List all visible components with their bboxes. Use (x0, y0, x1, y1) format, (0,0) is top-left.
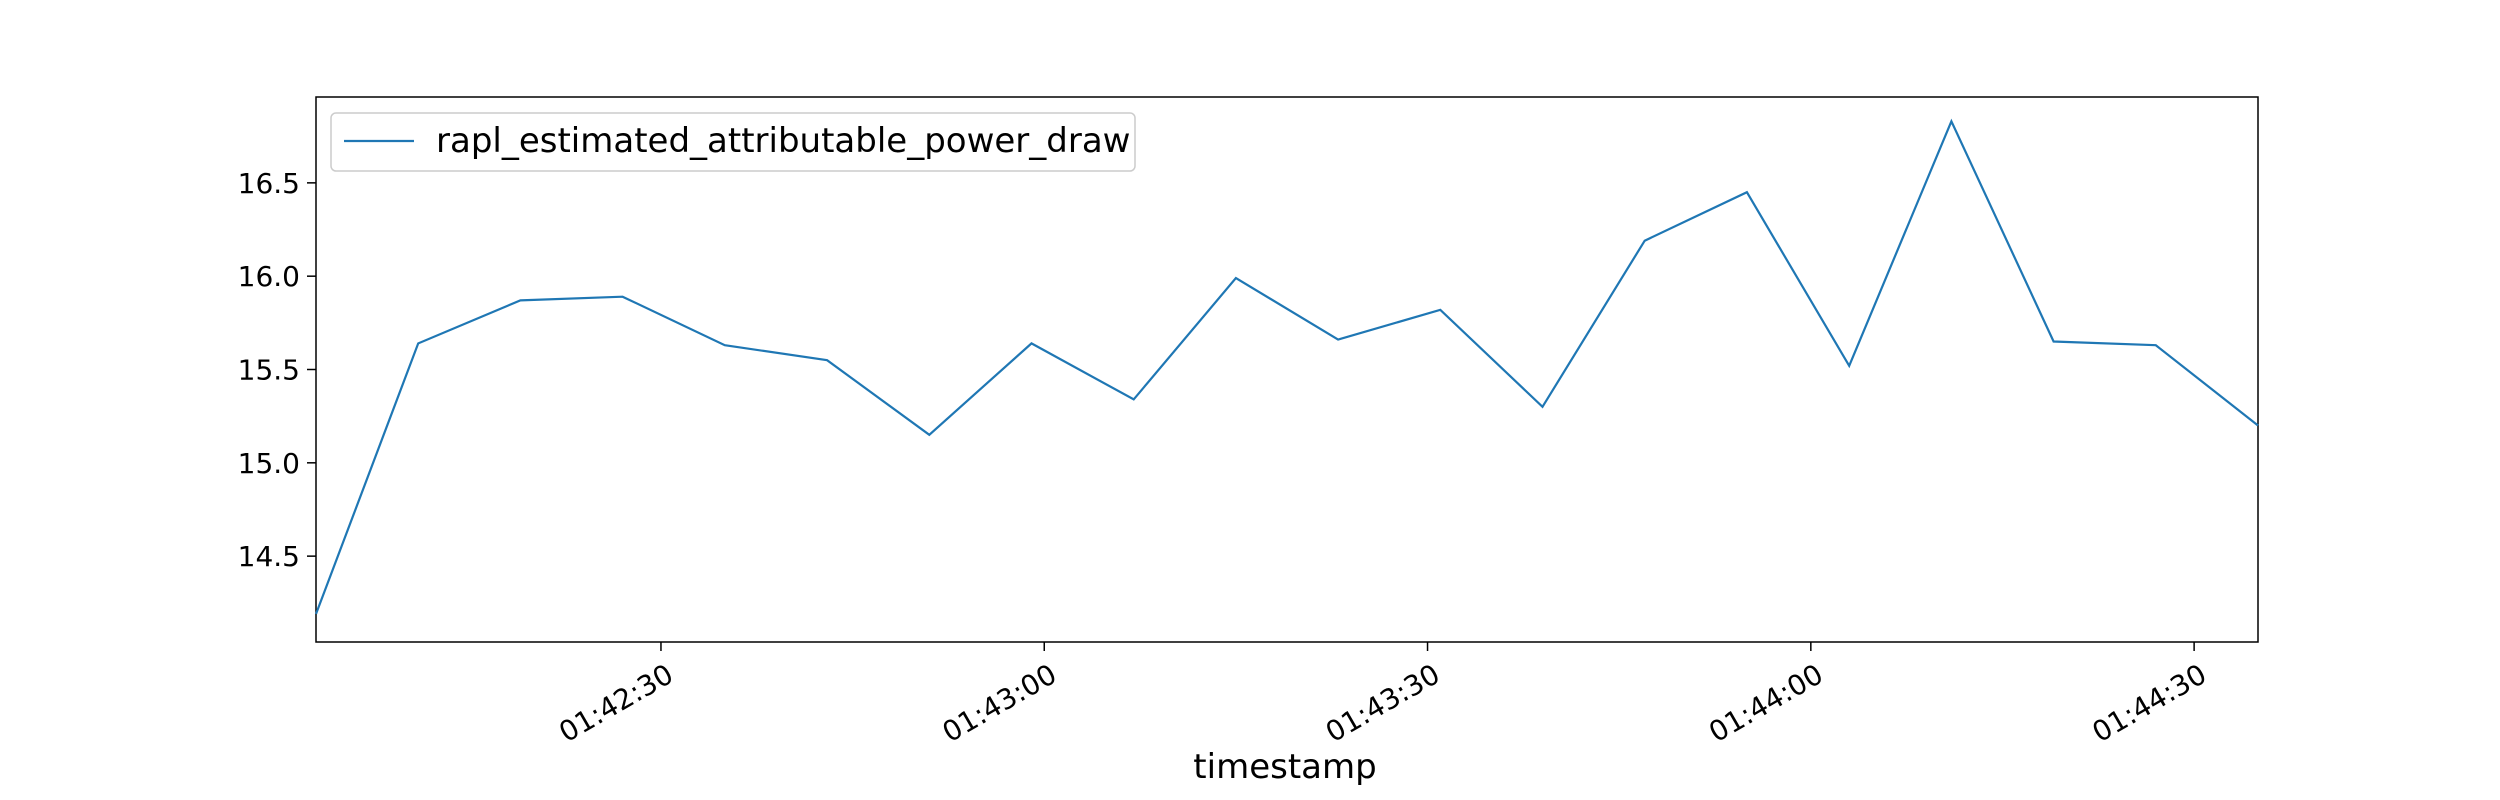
x-axis: 01:42:30 01:43:00 01:43:30 01:44:00 01:44:30 (553, 642, 2212, 749)
legend-label: rapl_estimated_attributable_power_draw (436, 121, 1131, 161)
plot-area (315, 96, 2259, 643)
x-tick-label: 01:43:30 (1320, 657, 1445, 748)
y-tick-label: 15.0 (238, 447, 300, 480)
y-tick-label: 16.5 (238, 167, 300, 200)
y-tick-label: 15.5 (238, 354, 300, 387)
y-axis: 14.5 15.0 15.5 16.0 16.5 (238, 167, 316, 573)
x-tick-label: 01:42:30 (553, 657, 678, 748)
legend: rapl_estimated_attributable_power_draw (330, 112, 1136, 172)
y-tick-label: 14.5 (238, 540, 300, 573)
x-axis-label: timestamp (1193, 747, 1376, 787)
y-tick-label: 16.0 (238, 260, 300, 293)
x-tick-label: 01:44:30 (2087, 657, 2212, 748)
legend-box (330, 112, 1136, 172)
series-line (314, 118, 2259, 615)
x-tick-label: 01:44:00 (1703, 657, 1828, 748)
x-tick-label: 01:43:00 (937, 657, 1062, 748)
